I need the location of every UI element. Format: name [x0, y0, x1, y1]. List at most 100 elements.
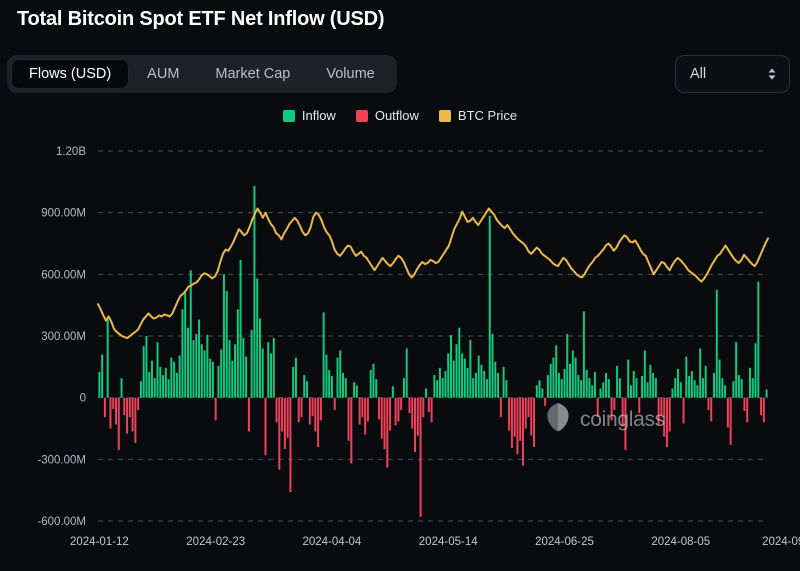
chart-bar[interactable] [416, 397, 419, 436]
chart-bar[interactable] [405, 348, 408, 398]
chart-bar[interactable] [325, 354, 328, 398]
legend-item-btc-price[interactable]: BTC Price [438, 108, 517, 123]
chart-bar[interactable] [538, 380, 541, 398]
chart-bar[interactable] [699, 348, 702, 398]
chart-bar[interactable] [386, 397, 389, 468]
chart-bar[interactable] [760, 397, 763, 416]
chart-bar[interactable] [569, 363, 572, 398]
chart-bar[interactable] [319, 397, 322, 421]
chart-bar[interactable] [256, 278, 259, 398]
chart-bar[interactable] [555, 345, 558, 398]
chart-bar[interactable] [148, 371, 151, 398]
chart-bar[interactable] [380, 397, 383, 439]
chart-bar[interactable] [580, 380, 583, 398]
chart-bar[interactable] [178, 355, 181, 398]
chart-bar[interactable] [685, 356, 688, 398]
chart-bar[interactable] [400, 397, 403, 410]
chart-bar[interactable] [602, 382, 605, 398]
chart-bar[interactable] [480, 364, 483, 398]
chart-bar[interactable] [671, 388, 674, 398]
chart-bar[interactable] [458, 327, 461, 398]
chart-bar[interactable] [560, 379, 563, 398]
chart-bar[interactable] [505, 380, 508, 398]
chart-bar[interactable] [261, 348, 264, 398]
chart-bar[interactable] [621, 397, 624, 427]
chart-bar[interactable] [743, 397, 746, 412]
chart-bar[interactable] [225, 290, 228, 398]
chart-bar[interactable] [693, 380, 696, 398]
chart-bar[interactable] [126, 397, 129, 434]
chart-bar[interactable] [541, 388, 544, 398]
btc-price-line[interactable] [97, 207, 769, 340]
chart-bar[interactable] [461, 353, 464, 398]
chart-bar[interactable] [375, 379, 378, 398]
chart-bar[interactable] [394, 397, 397, 426]
chart-bar[interactable] [234, 344, 237, 398]
chart-bar[interactable] [222, 274, 225, 398]
chart-bar[interactable] [754, 343, 757, 398]
chart-bar[interactable] [112, 397, 115, 409]
chart-bar[interactable] [524, 397, 527, 429]
chart-bar[interactable] [596, 397, 599, 418]
chart-bar[interactable] [646, 382, 649, 398]
chart-bar[interactable] [519, 397, 522, 441]
chart-bar[interactable] [308, 397, 311, 425]
chart-bar[interactable] [577, 375, 580, 398]
chart-bar[interactable] [336, 357, 339, 398]
chart-bar[interactable] [411, 397, 414, 429]
chart-bar[interactable] [200, 344, 203, 398]
chart-bar[interactable] [402, 378, 405, 398]
chart-bar[interactable] [286, 397, 289, 438]
chart-bar[interactable] [159, 366, 162, 398]
chart-bar[interactable] [383, 397, 386, 450]
chart-bar[interactable] [355, 385, 358, 398]
chart-bar[interactable] [740, 379, 743, 398]
chart-bar[interactable] [358, 397, 361, 425]
chart-area[interactable]: 1.20B 900.00M 600.00M 300.00M 0 -300.00M -600.… [0, 132, 800, 571]
chart-bar[interactable] [217, 365, 220, 398]
chart-bar[interactable] [342, 373, 345, 398]
chart-bar[interactable] [610, 397, 613, 421]
chart-bar[interactable] [258, 318, 261, 398]
chart-bar[interactable] [245, 356, 248, 398]
chart-bar[interactable] [145, 336, 148, 398]
chart-bar[interactable] [366, 397, 369, 422]
chart-bar[interactable] [278, 397, 281, 470]
chart-bar[interactable] [350, 397, 353, 464]
chart-bar[interactable] [436, 380, 439, 398]
chart-bar[interactable] [330, 376, 333, 398]
chart-bar[interactable] [425, 388, 428, 398]
chart-bar[interactable] [665, 397, 668, 447]
chart-bar[interactable] [353, 382, 356, 398]
chart-bar[interactable] [209, 358, 212, 398]
chart-bar[interactable] [173, 361, 176, 398]
range-select[interactable]: All [675, 55, 790, 93]
chart-bar[interactable] [605, 373, 608, 398]
chart-bar[interactable] [746, 397, 749, 423]
chart-bar[interactable] [643, 350, 646, 398]
chart-bar[interactable] [109, 397, 112, 429]
chart-bar[interactable] [106, 319, 109, 398]
chart-bar[interactable] [372, 363, 375, 398]
chart-bar[interactable] [156, 342, 159, 398]
chart-bar[interactable] [344, 378, 347, 398]
chart-bar[interactable] [574, 357, 577, 398]
chart-bar[interactable] [726, 397, 729, 428]
chart-bar[interactable] [184, 290, 187, 398]
chart-bar[interactable] [181, 309, 184, 398]
chart-bar[interactable] [142, 346, 145, 398]
chart-bar[interactable] [499, 397, 502, 418]
chart-bar[interactable] [289, 397, 292, 493]
chart-bar[interactable] [134, 397, 137, 443]
chart-bar[interactable] [389, 397, 392, 431]
chart-bar[interactable] [713, 373, 716, 398]
chart-bar[interactable] [231, 360, 234, 398]
chart-bar[interactable] [629, 385, 632, 398]
chart-bar[interactable] [264, 397, 267, 456]
chart-bar[interactable] [682, 397, 685, 424]
chart-bar[interactable] [203, 350, 206, 398]
chart-bar[interactable] [311, 397, 314, 417]
chart-bar[interactable] [339, 350, 342, 398]
chart-bar[interactable] [137, 397, 140, 410]
chart-bar[interactable] [690, 370, 693, 398]
